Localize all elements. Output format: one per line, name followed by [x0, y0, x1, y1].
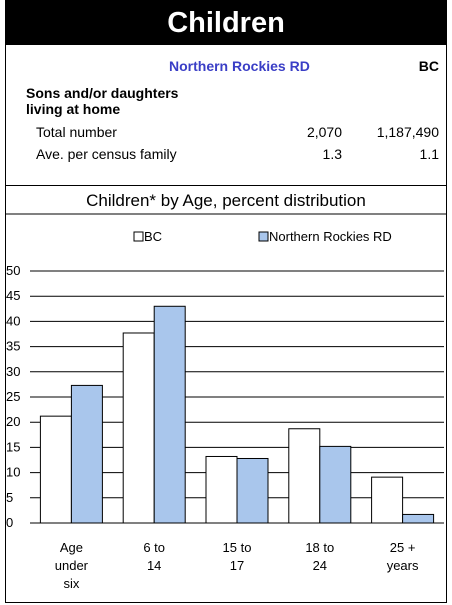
- bar-bc: [122, 332, 155, 524]
- legend-swatch-bc: [133, 231, 144, 242]
- x-category-label: 6 to: [143, 540, 165, 555]
- bar-bc: [39, 415, 72, 524]
- bar-bc: [371, 476, 404, 524]
- y-tick-label: 15: [6, 439, 20, 454]
- bar-northern-rockies: [402, 513, 435, 524]
- y-tick-label: 0: [6, 515, 13, 530]
- row-region-value: 1.3: [322, 146, 342, 162]
- y-tick-label: 45: [6, 288, 20, 303]
- y-tick-label: 40: [6, 313, 20, 328]
- bar-northern-rockies: [319, 445, 352, 524]
- x-category-label: 24: [313, 558, 327, 573]
- section-title-line1: Sons and/or daughters: [26, 85, 179, 101]
- y-tick-label: 20: [6, 414, 20, 429]
- x-category-label: 18 to: [305, 540, 334, 555]
- section-title: Sons and/or daughters living at home: [26, 85, 226, 117]
- x-category-label: six: [63, 576, 79, 591]
- y-tick-label: 30: [6, 364, 20, 379]
- row-label: Total number: [36, 124, 117, 140]
- row-bc-value: 1,187,490: [376, 124, 439, 140]
- x-category-label: under: [55, 558, 89, 573]
- bar-bc: [288, 428, 321, 524]
- x-category-label: years: [387, 558, 419, 573]
- section-title-line2: living at home: [26, 101, 121, 117]
- chart-title: Children* by Age, percent distribution: [86, 191, 366, 210]
- row-region-value: 2,070: [306, 124, 342, 140]
- region-column-header: Northern Rockies RD: [169, 58, 310, 74]
- bar-northern-rockies: [70, 384, 103, 524]
- x-category-label: 17: [230, 558, 244, 573]
- y-tick-label: 25: [6, 389, 20, 404]
- y-tick-label: 35: [6, 339, 20, 354]
- x-category-label: 14: [147, 558, 161, 573]
- section-divider: [6, 185, 446, 186]
- y-tick-label: 50: [6, 263, 20, 278]
- x-category-label: 25 +: [390, 540, 416, 555]
- x-category-label: Age: [60, 540, 83, 555]
- bar-bc: [205, 455, 238, 524]
- legend-swatch-northern-rockies: [258, 231, 269, 242]
- row-bc-value: 1.1: [419, 146, 439, 162]
- children-panel: Children Northern Rockies RD BC Sons and…: [5, 0, 447, 603]
- row-label: Ave. per census family: [36, 146, 177, 162]
- legend-label-bc: BC: [144, 229, 162, 244]
- age-distribution-chart: 0 5 10 15 20 25 30 35 40 45 50 Age under six 6 to 14 15 …: [6, 213, 446, 591]
- bar-northern-rockies: [153, 305, 186, 524]
- x-category-label: 15 to: [223, 540, 252, 555]
- y-tick-label: 5: [6, 490, 13, 505]
- legend-label-northern-rockies: Northern Rockies RD: [269, 229, 392, 244]
- panel-title: Children: [6, 1, 446, 45]
- bc-column-header: BC: [418, 58, 439, 74]
- y-tick-label: 10: [6, 465, 20, 480]
- bar-northern-rockies: [236, 457, 269, 524]
